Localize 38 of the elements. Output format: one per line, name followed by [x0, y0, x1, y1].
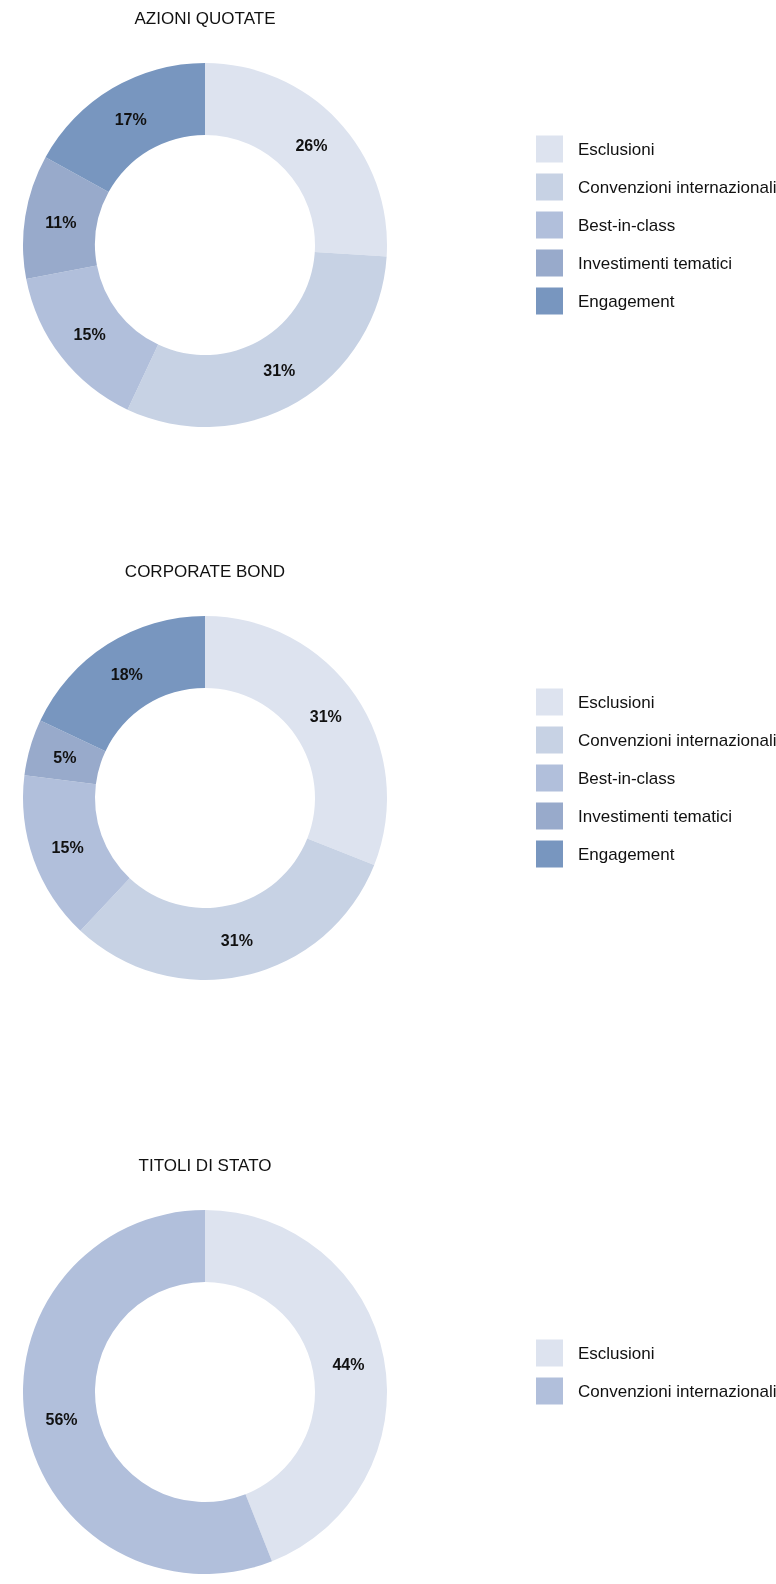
legend-label: Engagement — [578, 844, 675, 864]
data-label: 56% — [45, 1410, 78, 1428]
donut-slice — [26, 265, 159, 410]
legend-label: Investimenti tematici — [578, 806, 732, 826]
data-label: 31% — [309, 707, 342, 725]
data-label: 31% — [263, 362, 296, 380]
legend-label: Convenzioni internazionali — [578, 730, 776, 750]
legend-label: Esclusioni — [578, 139, 655, 159]
legend-label: Convenzioni internazionali — [578, 1381, 776, 1401]
legend-label: Investimenti tematici — [578, 253, 732, 273]
data-label: 31% — [220, 932, 253, 950]
chart-title: AZIONI QUOTATE — [134, 9, 276, 28]
donut-slice — [205, 616, 387, 865]
legend-label: Convenzioni internazionali — [578, 177, 776, 197]
data-label: 15% — [73, 326, 106, 344]
chart-title: TITOLI DI STATO — [138, 1156, 272, 1175]
data-label: 15% — [51, 839, 84, 857]
chart-title: CORPORATE BOND — [124, 562, 286, 581]
data-label: 26% — [295, 136, 328, 154]
data-label: 5% — [53, 748, 77, 766]
donut-slice — [127, 251, 387, 427]
legend-label: Best-in-class — [578, 768, 676, 788]
data-label: 44% — [332, 1356, 365, 1374]
data-label: 17% — [114, 110, 147, 128]
donut-slice — [23, 157, 109, 280]
donut-slice — [23, 1210, 272, 1574]
donut-slice — [45, 63, 205, 193]
legend-label: Engagement — [578, 291, 675, 311]
legend-label: Esclusioni — [578, 1343, 655, 1363]
donut-slice — [24, 720, 106, 785]
data-label: 11% — [45, 213, 77, 231]
donut-slice — [205, 1210, 387, 1562]
data-label: 18% — [110, 666, 143, 684]
donut-slice — [23, 775, 130, 931]
donut-slice — [205, 63, 387, 257]
legend-label: Best-in-class — [578, 215, 676, 235]
donut-slice — [40, 616, 205, 752]
legend-label: Esclusioni — [578, 692, 655, 712]
